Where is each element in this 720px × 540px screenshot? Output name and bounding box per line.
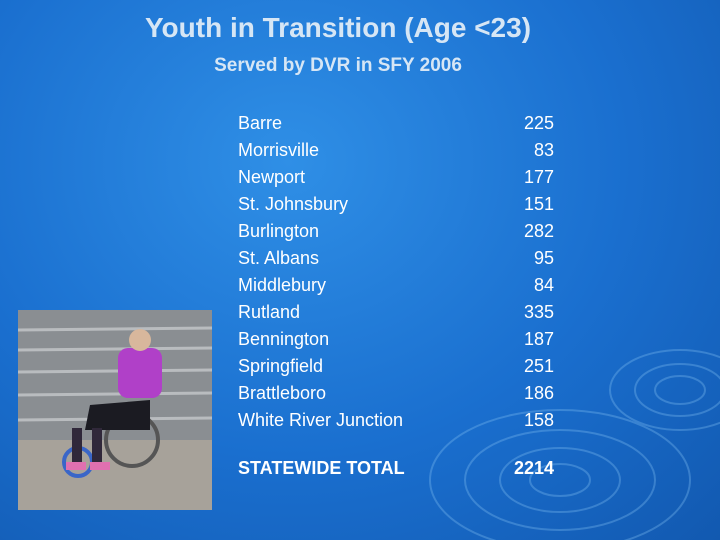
table-row: Morrisville 83 [238,140,554,167]
table-row: St. Albans 95 [238,248,554,275]
count: 151 [523,194,554,214]
table-row: Springfield 251 [238,356,554,383]
table-row: Bennington 187 [238,329,554,356]
table-row: White River Junction 158 [238,410,554,437]
count: 282 [523,221,554,241]
table-row: St. Johnsbury 151 [238,194,554,221]
title: Youth in Transition (Age <23) [144,12,532,43]
table-row: Newport 177 [238,167,554,194]
table-row: Barre 225 [238,113,554,140]
table-row: Rutland 335 [238,302,554,329]
table-row: Burlington 282 [238,221,554,248]
place-name: Middlebury [238,275,327,295]
table-row: STATEWIDE TOTAL 2214 [238,458,554,485]
count: 83 [533,140,554,160]
count: 95 [533,248,554,268]
place-name: Newport [238,167,306,187]
place-name: Burlington [238,221,320,241]
place-name: STATEWIDE TOTAL [238,458,405,478]
count: 225 [523,113,554,133]
table-row: Middlebury 84 [238,275,554,302]
count: 187 [523,329,554,349]
count: 158 [523,410,554,430]
place-name: White River Junction [238,410,404,430]
count: 335 [523,302,554,322]
place-name: Morrisville [238,140,319,160]
photo [17,310,213,510]
count: 84 [533,275,554,295]
place-name: Brattleboro [238,383,327,403]
place-name: St. Johnsbury [238,194,349,214]
subtitle: Served by DVR in SFY 2006 [214,55,462,76]
place-name: Springfield [238,356,324,376]
place-name: St. Albans [238,248,320,268]
count: 177 [523,167,554,187]
place-name: Barre [238,113,283,133]
place-name: Bennington [238,329,330,349]
place-name: Rutland [238,302,301,322]
count: 251 [523,356,554,376]
count: 186 [523,383,554,403]
count: 2214 [513,458,554,478]
table-row: Brattleboro 186 [238,383,554,410]
